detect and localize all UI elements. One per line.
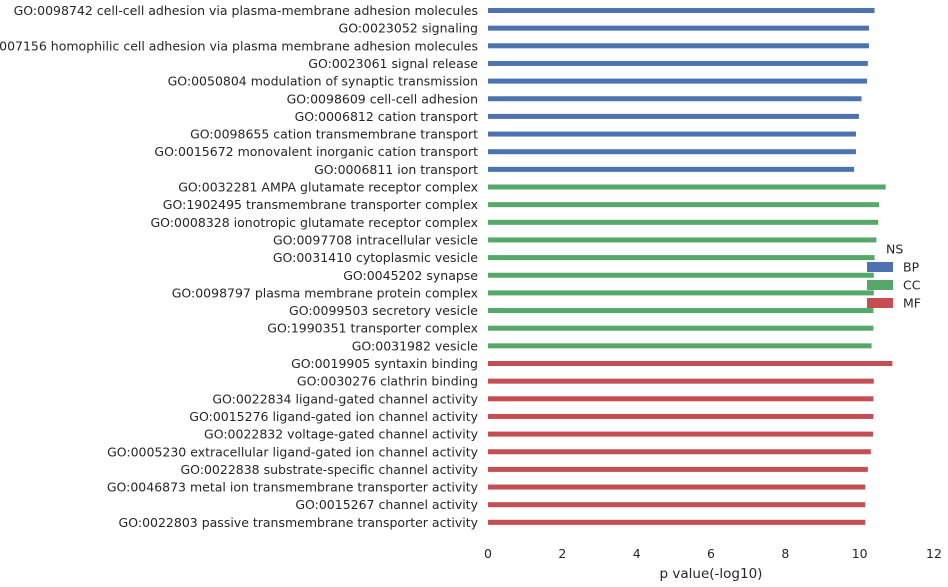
category-label: GO:1990351 transporter complex (267, 321, 478, 336)
bar (488, 272, 874, 278)
category-labels: GO:0098742 cell-cell adhesion via plasma… (0, 3, 479, 530)
legend-label: MF (903, 296, 921, 311)
bar (488, 466, 868, 472)
category-label: GO:0098742 cell-cell adhesion via plasma… (14, 3, 478, 18)
legend-label: CC (903, 278, 921, 293)
bar (488, 484, 866, 490)
bar (488, 149, 856, 155)
category-label: GO:0015672 monovalent inorganic cation t… (154, 144, 478, 159)
bar (488, 166, 855, 172)
x-tick-label: 6 (707, 546, 715, 561)
bar (488, 8, 875, 13)
category-label: GO:0050804 modulation of synaptic transm… (168, 74, 478, 89)
category-label: GO:0098655 cation transmembrane transpor… (190, 127, 478, 142)
legend: NS BP CC MF (867, 242, 921, 311)
bar (488, 131, 856, 137)
bar (488, 202, 879, 208)
category-label: GO:0031982 vesicle (352, 338, 479, 353)
bar (488, 361, 893, 366)
category-label: GO:0046873 metal ion transmembrane trans… (107, 480, 479, 495)
category-label: GO:0098797 plasma membrane protein compl… (172, 285, 478, 300)
legend-swatch (867, 298, 893, 308)
bar (488, 25, 869, 31)
category-label: GO:0022838 substrate-specific channel ac… (180, 462, 478, 477)
x-tick-label: 2 (558, 546, 566, 561)
bar (488, 290, 874, 296)
x-tick-label: 4 (633, 546, 641, 561)
bar (488, 325, 874, 331)
category-label: GO:0019905 syntaxin binding (291, 356, 478, 371)
legend-title: NS (886, 242, 903, 257)
bar (488, 431, 874, 437)
bar (488, 343, 872, 349)
legend-label: BP (903, 260, 920, 275)
x-tick-label: 8 (781, 546, 789, 561)
category-label: GO:0098609 cell-cell adhesion (287, 91, 478, 106)
category-label: GO:0097708 intracellular vesicle (273, 232, 478, 247)
x-tick-labels: 0 2 4 6 8 10 12 (484, 546, 942, 561)
bar (488, 43, 869, 49)
legend-swatch (867, 262, 893, 272)
x-tick-label: 12 (926, 546, 942, 561)
bar (488, 396, 874, 402)
bar (488, 308, 874, 314)
bar (488, 237, 877, 243)
category-label: GO:0023061 signal release (308, 56, 478, 71)
x-tick-label: 10 (852, 546, 868, 561)
bar (488, 502, 866, 508)
category-label: GO:0005230 extracellular ligand-gated io… (107, 444, 479, 459)
category-label: GO:0007156 homophilic cell adhesion via … (0, 38, 478, 53)
category-label: GO:0030276 clathrin binding (297, 374, 478, 389)
category-label: GO:0006812 cation transport (295, 109, 478, 124)
category-label: GO:0023052 signaling (339, 21, 478, 36)
bar (488, 184, 886, 190)
bar (488, 413, 874, 419)
category-label: GO:0045202 synapse (343, 268, 478, 283)
x-axis-label: p value(-log10) (660, 566, 763, 582)
bar (488, 219, 879, 225)
bar (488, 96, 862, 102)
legend-swatch (867, 280, 893, 290)
category-label: GO:0015267 channel activity (295, 497, 478, 512)
category-label: GO:0031410 cytoplasmic vesicle (273, 250, 478, 265)
category-label: GO:0006811 ion transport (314, 162, 478, 177)
category-label: GO:0008328 ionotropic glutamate receptor… (151, 215, 479, 230)
category-label: GO:0022832 voltage-gated channel activit… (204, 427, 479, 442)
x-tick-label: 0 (484, 546, 492, 561)
bar (488, 255, 875, 261)
bar (488, 78, 868, 84)
category-label: GO:1902495 transmembrane transporter com… (163, 197, 478, 212)
bar (488, 519, 866, 525)
bar (488, 378, 874, 384)
category-label: GO:0015276 ligand-gated ion channel acti… (189, 409, 478, 424)
category-label: GO:0032281 AMPA glutamate receptor compl… (178, 180, 478, 195)
bar (488, 60, 868, 66)
bars-group (488, 8, 893, 525)
category-label: GO:0022803 passive transmembrane transpo… (119, 515, 479, 530)
bar (488, 113, 859, 119)
category-label: GO:0022834 ligand-gated channel activity (212, 391, 478, 406)
category-label: GO:0099503 secretory vesicle (289, 303, 478, 318)
bar (488, 449, 871, 455)
